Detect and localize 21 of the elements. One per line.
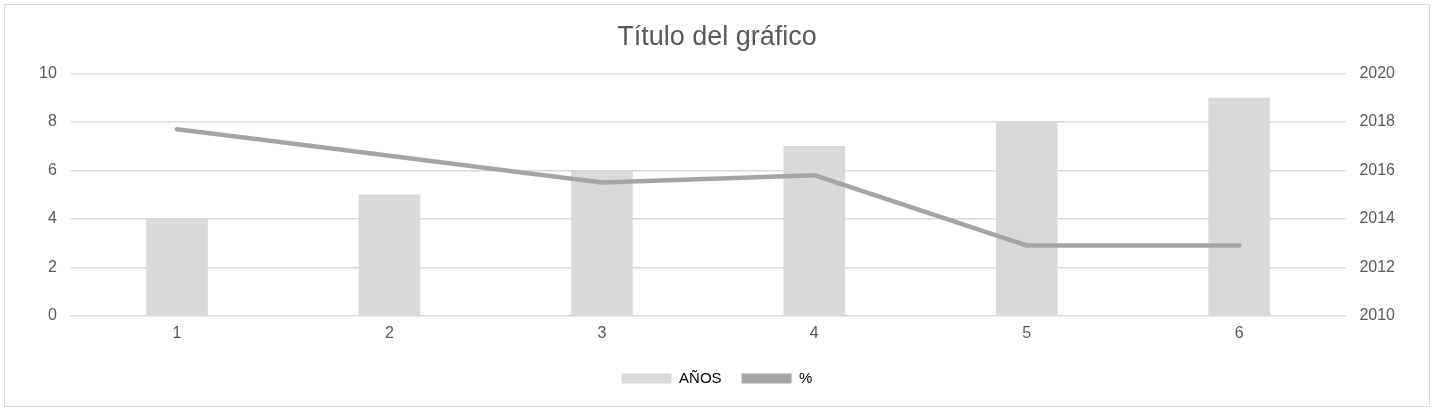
x-tick-label: 2	[385, 323, 394, 341]
x-tick-label: 5	[1022, 323, 1032, 341]
x-tick-label: 4	[809, 323, 819, 341]
y2-tick-label: 2010	[1359, 306, 1396, 324]
y-tick-label: 8	[47, 112, 57, 130]
y-tick-label: 4	[47, 209, 57, 227]
y2-tick-label: 2012	[1359, 257, 1396, 275]
legend-label: AÑOS	[679, 368, 722, 386]
y2-tick-label: 2020	[1359, 63, 1396, 81]
y-tick-label: 6	[47, 160, 57, 178]
y2-tick-label: 2016	[1359, 160, 1396, 178]
chart-title: Título del gráfico	[617, 20, 817, 51]
x-tick-label: 1	[172, 323, 182, 341]
y-tick-label: 10	[39, 63, 57, 81]
y-tick-label: 2	[47, 257, 57, 275]
x-tick-label: 3	[597, 323, 607, 341]
y2-tick-label: 2014	[1359, 209, 1396, 227]
legend-label: %	[799, 368, 813, 386]
y-tick-label: 0	[47, 306, 57, 324]
y2-tick-label: 2018	[1359, 112, 1396, 130]
x-tick-label: 6	[1234, 323, 1244, 341]
